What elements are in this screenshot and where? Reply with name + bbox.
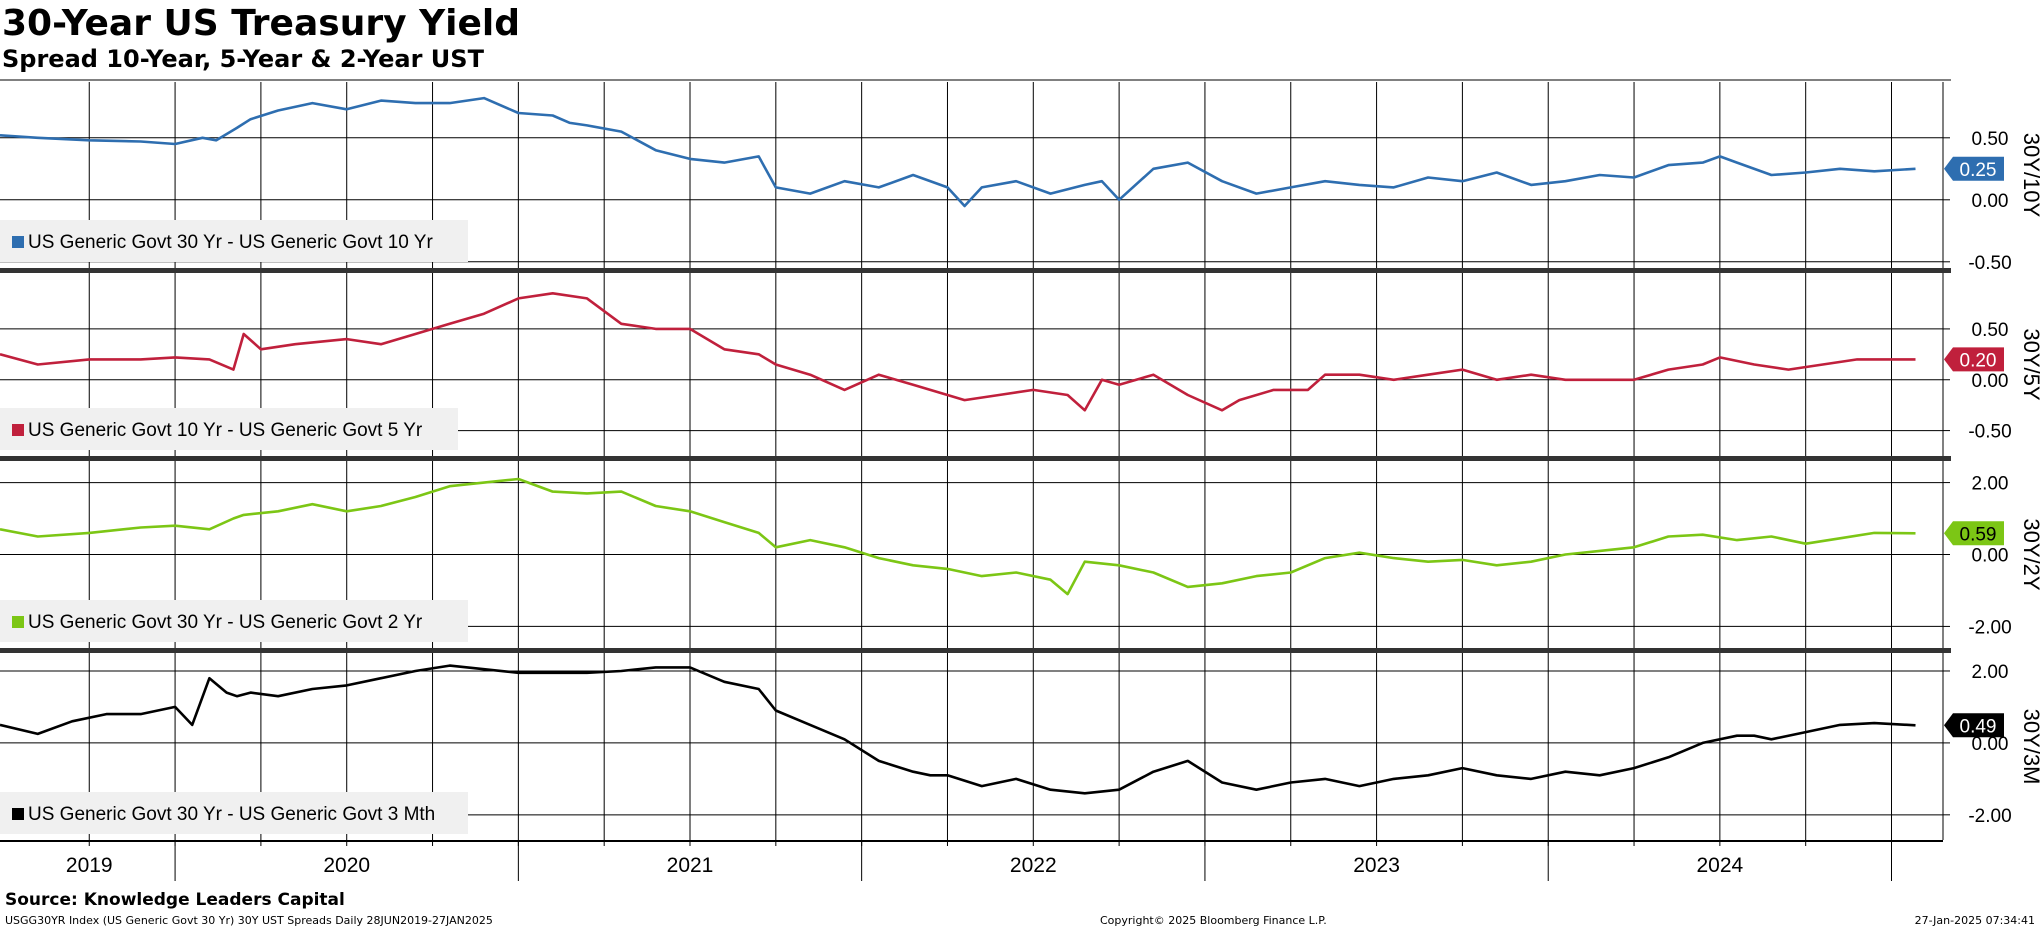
- legend-label: US Generic Govt 10 Yr - US Generic Govt …: [28, 420, 423, 441]
- x-tick-label: 2020: [323, 854, 370, 877]
- panel-axis-label: 30Y/2Y: [2019, 518, 2041, 590]
- last-value-label: 0.20: [1960, 350, 1997, 371]
- y-tick-label: 0.00: [1972, 191, 2009, 212]
- panel-axis-label: 30Y/3M: [2019, 709, 2041, 785]
- panel-1: 0.50 0.00 -0.50 0.25 30Y/10Y US Generic Govt …: [0, 82, 2041, 274]
- last-value-label: 0.49: [1960, 716, 1997, 737]
- x-tick-label: 2022: [1010, 854, 1057, 877]
- series-line: [0, 96, 1916, 208]
- legend-swatch: [12, 808, 24, 820]
- legend-swatch: [12, 424, 24, 436]
- last-value-tag: [1944, 713, 2004, 738]
- x-tick-label: 2021: [667, 854, 714, 877]
- series-line: [0, 664, 1916, 795]
- copyright-note: Copyright© 2025 Bloomberg Finance L.P.: [1100, 914, 1327, 927]
- panel-axis-label: 30Y/5Y: [2019, 328, 2041, 400]
- y-tick-label: 0.00: [1972, 371, 2009, 392]
- series-line: [0, 477, 1916, 596]
- last-value-tag: [1944, 521, 2004, 546]
- legend-box: [0, 220, 468, 262]
- panel-3: 2.00 0.00 -2.00 0.59 30Y/2Y US Generic Govt 3…: [0, 461, 2041, 648]
- last-value-tag: [1944, 156, 2004, 181]
- y-tick-label: -0.50: [1968, 253, 2011, 274]
- last-value-tag: [1944, 347, 2004, 372]
- x-tick-label: 2024: [1697, 854, 1744, 877]
- chart-title: 30-Year US Treasury Yield: [2, 3, 521, 44]
- series-description: USGG30YR Index (US Generic Govt 30 Yr) 3…: [5, 914, 493, 927]
- y-tick-label: -2.00: [1968, 617, 2011, 638]
- last-value-label: 0.25: [1960, 160, 1997, 181]
- legend-label: US Generic Govt 30 Yr - US Generic Govt …: [28, 804, 435, 825]
- y-tick-label: 2.00: [1972, 474, 2009, 495]
- legend-box: [0, 792, 468, 834]
- y-tick-label: 2.00: [1972, 662, 2009, 683]
- y-tick-label: 0.00: [1972, 546, 2009, 567]
- source-note: Source: Knowledge Leaders Capital: [5, 890, 345, 910]
- y-tick-label: 0.50: [1972, 320, 2009, 341]
- y-tick-label: -0.50: [1968, 422, 2011, 443]
- panel-axis-label: 30Y/10Y: [2019, 133, 2041, 218]
- panel-2: 0.50 0.00 -0.50 0.20 30Y/5Y US Generic Govt 1…: [0, 273, 2041, 456]
- panel-separator: [0, 648, 1951, 653]
- last-value-label: 0.59: [1960, 524, 1997, 545]
- legend-label: US Generic Govt 30 Yr - US Generic Govt …: [28, 232, 433, 253]
- y-tick-label: 0.50: [1972, 129, 2009, 150]
- y-tick-label: -2.00: [1968, 806, 2011, 827]
- legend-label: US Generic Govt 30 Yr - US Generic Govt …: [28, 612, 423, 633]
- legend-swatch: [12, 616, 24, 628]
- y-tick-label: 0.00: [1972, 734, 2009, 755]
- panel-separator: [0, 456, 1951, 461]
- legend-box: [0, 408, 458, 450]
- x-tick-label: 2023: [1353, 854, 1400, 877]
- panel-4: 2.00 0.00 -2.00 0.49 30Y/3M US Generic Govt 3…: [0, 653, 2041, 840]
- legend-box: [0, 600, 468, 642]
- chart-subtitle: Spread 10-Year, 5-Year & 2-Year UST: [2, 45, 484, 73]
- legend-swatch: [12, 236, 24, 248]
- series-line: [0, 292, 1916, 412]
- timestamp: 27-Jan-2025 07:34:41: [1914, 914, 2035, 927]
- panel-separator: [0, 268, 1951, 273]
- x-tick-label: 2019: [66, 854, 113, 877]
